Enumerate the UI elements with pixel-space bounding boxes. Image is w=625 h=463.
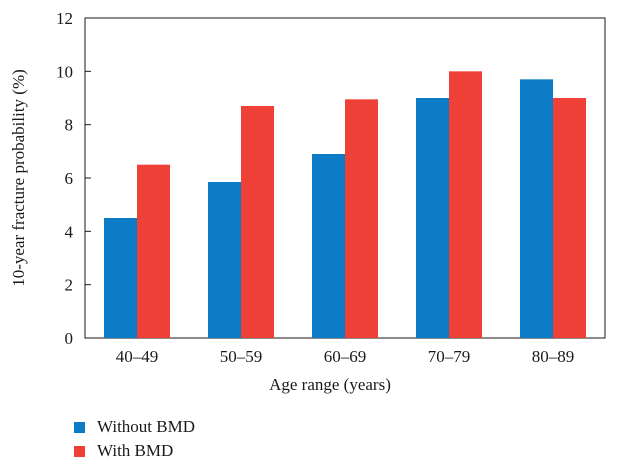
y-tick-label: 8 — [65, 116, 74, 135]
bar-without-bmd — [520, 79, 553, 338]
bar-with-bmd — [137, 164, 170, 338]
y-tick-label: 12 — [56, 9, 73, 28]
x-tick-label: 70–79 — [428, 347, 471, 366]
y-tick-label: 10 — [56, 62, 73, 81]
y-tick-label: 4 — [65, 222, 74, 241]
bar-without-bmd — [208, 182, 241, 338]
x-tick-label: 60–69 — [324, 347, 367, 366]
legend-label-with-bmd: With BMD — [97, 441, 174, 460]
axes: 0 2 4 6 8 10 12 40–49 50–59 60–69 70–79 80–89 — [56, 9, 606, 366]
y-tick-label: 0 — [65, 329, 74, 348]
y-axis-label: 10-year fracture probability (%) — [9, 69, 28, 287]
legend: Without BMD With BMD — [74, 415, 195, 463]
bar-without-bmd — [416, 98, 449, 338]
bar-chart: 0 2 4 6 8 10 12 40–49 50–59 60–69 70–79 80–89 10-ye… — [9, 9, 606, 394]
legend-swatch-without-bmd — [74, 421, 85, 433]
bars — [104, 71, 586, 338]
legend-item-with-bmd: With BMD — [74, 439, 195, 463]
x-tick-label: 40–49 — [116, 347, 159, 366]
bar-without-bmd — [312, 154, 345, 338]
y-tick-label: 6 — [65, 169, 74, 188]
x-tick-label: 50–59 — [220, 347, 263, 366]
legend-item-without-bmd: Without BMD — [74, 415, 195, 439]
y-tick-label: 2 — [65, 276, 74, 295]
bar-with-bmd — [345, 99, 378, 338]
x-tick-label: 80–89 — [532, 347, 575, 366]
bar-with-bmd — [449, 71, 482, 338]
bar-with-bmd — [553, 98, 586, 338]
legend-label-without-bmd: Without BMD — [97, 417, 196, 436]
legend-swatch-with-bmd — [74, 445, 85, 457]
bar-with-bmd — [241, 106, 274, 338]
x-axis-label: Age range (years) — [269, 375, 391, 394]
bar-without-bmd — [104, 218, 137, 338]
